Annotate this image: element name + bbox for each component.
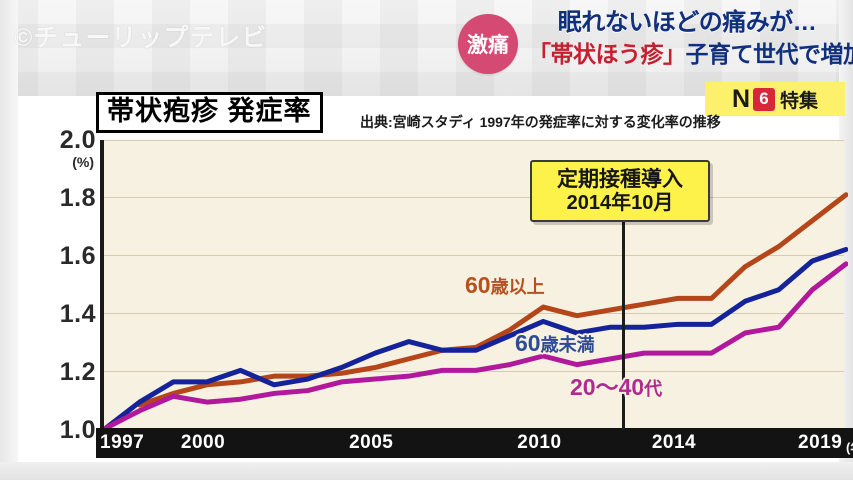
line-chart-svg [104, 192, 848, 428]
callout-line-1: 定期接種導入 [557, 167, 683, 191]
y-tick-label: 1.2 [59, 358, 96, 386]
gridline [104, 140, 844, 141]
chart-plot-area [100, 140, 848, 428]
y-axis-unit: (%) [72, 154, 94, 170]
series-label-age2040-number: 20〜40 [570, 374, 645, 400]
series-line [104, 246, 848, 428]
series-label-age2040-suffix: 代 [644, 379, 663, 399]
series-label-senior-number: 60 [465, 272, 491, 298]
headline-block: 激痛 眠れないほどの痛みが… 「帯状ほう疹」子育て世代で増加 [450, 6, 853, 82]
x-axis-strip: 1997 2000 2005 2010 2014 2019 (年) [96, 428, 853, 458]
x-tick-label: 2014 [651, 432, 697, 453]
series-label-under60-number: 60 [515, 330, 541, 356]
callout-line-2: 2014年10月 [566, 191, 674, 214]
source-note: 出典:宮崎スタディ 1997年の発症率に対する変化率の推移 [360, 114, 721, 130]
x-axis-unit: (年) [846, 440, 853, 455]
network-letter: N [731, 85, 751, 113]
series-label-under60: 60歳未満 [515, 330, 595, 357]
y-tick-label: 1.0 [59, 416, 96, 444]
page-title: 帯状疱疹 発症率 [96, 92, 323, 133]
headline-quoted-term: 「帯状ほう疹」 [528, 41, 686, 67]
headline-line-2-rest: 子育て世代で増加 [685, 41, 853, 67]
x-tick-label: 2019 [798, 432, 843, 453]
segment-label: 特集 [780, 90, 819, 112]
series-label-under60-suffix: 歳未満 [540, 335, 595, 355]
callout-box: 定期接種導入 2014年10月 [530, 160, 710, 222]
vaccine-introduction-marker-line [622, 218, 625, 430]
y-tick-label: 1.6 [59, 242, 96, 270]
headline-text-group: 眠れないほどの痛みが… 「帯状ほう疹」子育て世代で増加 [528, 8, 853, 70]
x-tick-label: 2005 [349, 432, 394, 453]
y-tick-label: 2.0 [59, 126, 96, 154]
y-axis-labels: 2.0 (%) 1.8 1.6 1.4 1.2 1.0 [18, 126, 100, 444]
x-tick-label: 2000 [180, 432, 226, 453]
x-tick-label: 2010 [517, 432, 562, 453]
program-segment-tag: N 6 特集 [705, 82, 845, 116]
gridline [104, 197, 844, 198]
left-wall-gradient [0, 0, 18, 480]
y-tick-label: 1.8 [59, 184, 96, 212]
series-label-senior: 60歳以上 [465, 272, 545, 299]
gridline [104, 255, 844, 256]
headline-line-2: 「帯状ほう疹」子育て世代で増加 [528, 38, 853, 70]
y-tick-label: 1.4 [59, 300, 96, 328]
station-watermark: ©チューリップテレビ [14, 24, 268, 52]
status-badge: 激痛 [458, 14, 518, 74]
gridline [104, 313, 844, 314]
series-label-senior-suffix: 歳以上 [490, 277, 545, 297]
x-tick-label: 1997 [100, 432, 145, 453]
broadcast-top-band [0, 0, 853, 96]
broadcast-bottom-band [0, 462, 853, 480]
series-line [104, 261, 848, 428]
headline-line-1: 眠れないほどの痛みが… [557, 9, 817, 36]
channel-number-badge: 6 [753, 87, 776, 111]
series-label-age2040: 20〜40代 [570, 368, 662, 402]
